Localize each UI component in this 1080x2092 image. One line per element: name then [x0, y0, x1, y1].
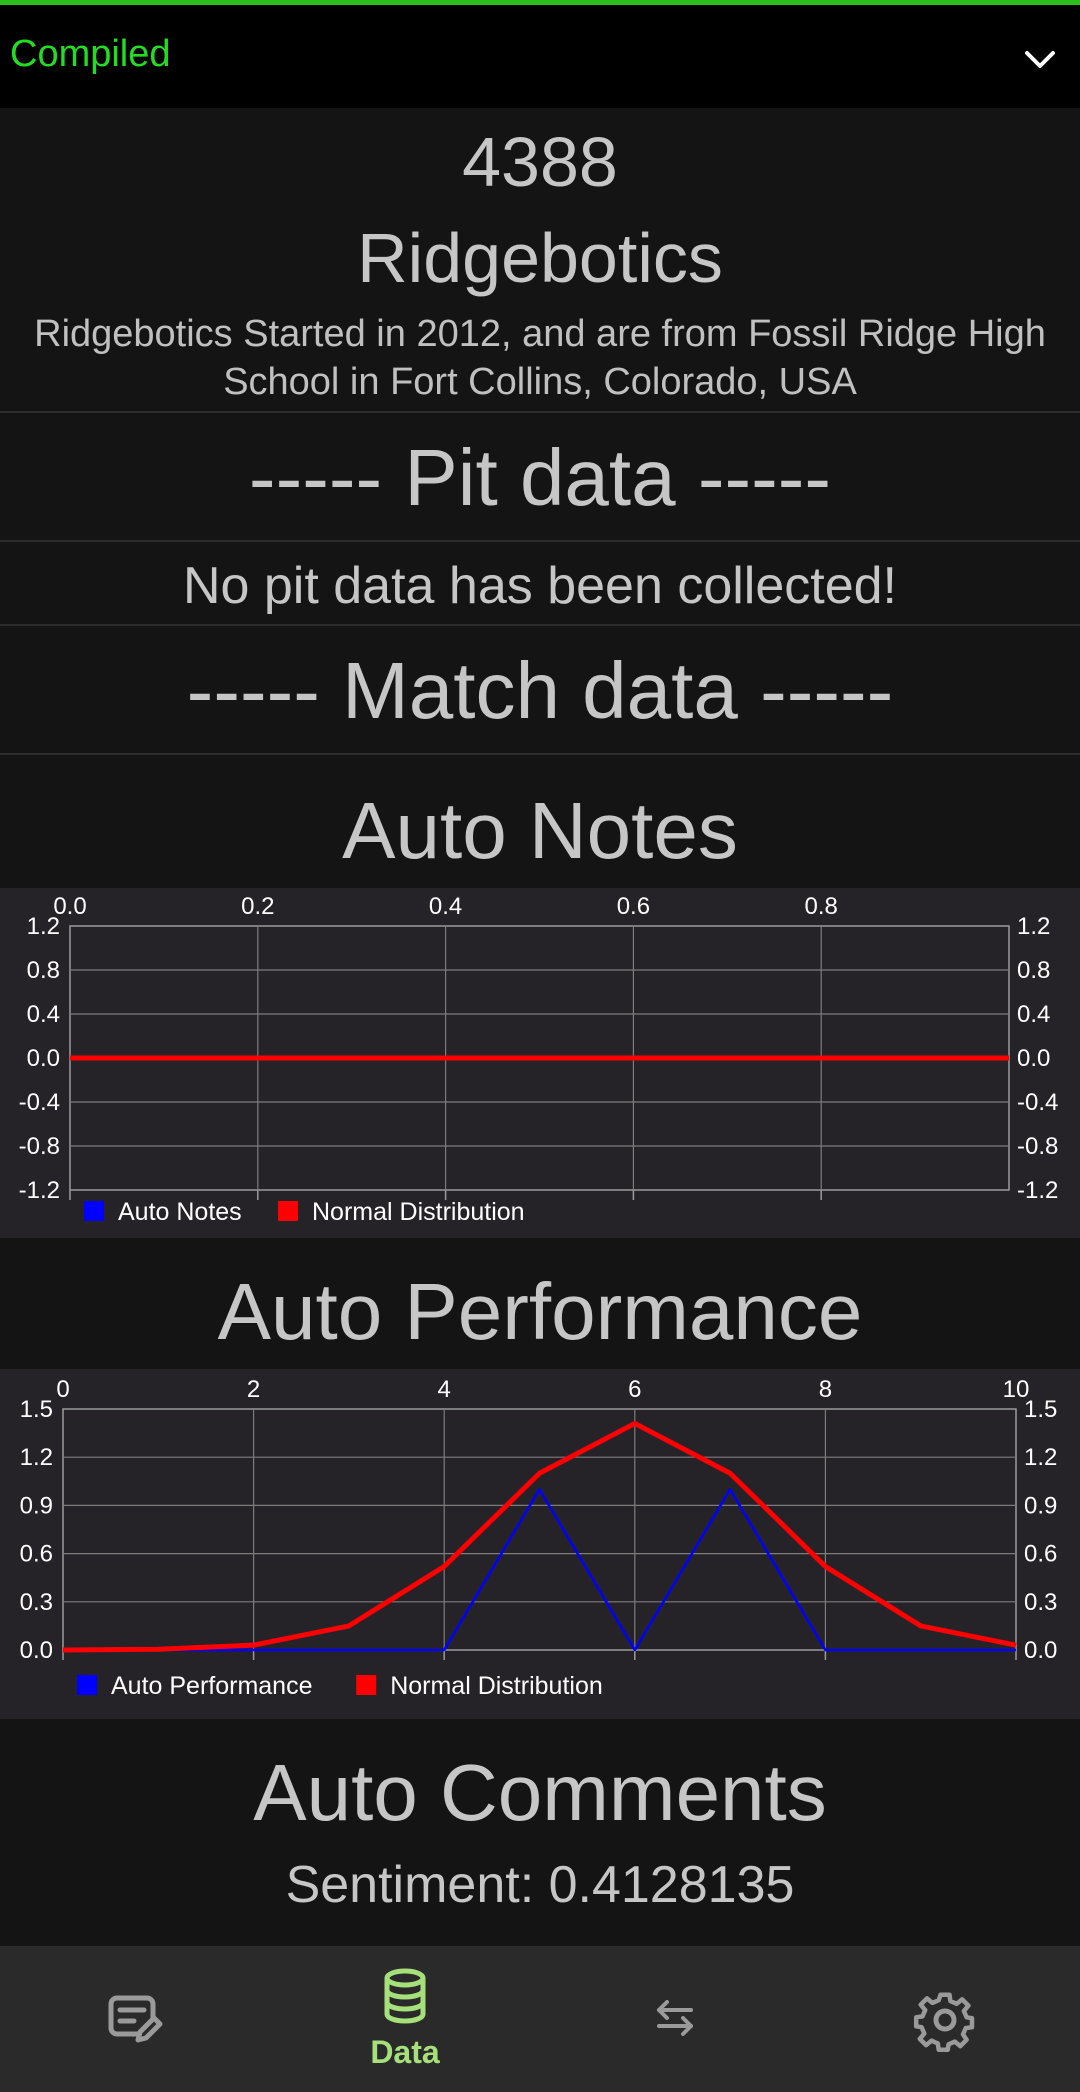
x-tick-label: 0.8 [805, 893, 838, 920]
y-tick-label-right: 1.5 [1024, 1396, 1057, 1423]
legend-label: Normal Distribution [390, 1672, 603, 1700]
y-tick-label-left: 1.5 [20, 1396, 53, 1423]
y-tick-label-left: 0.6 [20, 1541, 53, 1568]
series-line [62, 1420, 1017, 1653]
legend-label: Auto Performance [111, 1672, 313, 1700]
nav-item-scout[interactable] [0, 1946, 270, 2092]
x-tick-label: 8 [819, 1376, 832, 1403]
team-description: Ridgebotics Started in 2012, and are fro… [34, 313, 1046, 403]
x-tick-label: 4 [438, 1376, 451, 1403]
y-tick-label-left: 0.9 [20, 1492, 53, 1519]
auto-performance-title: Auto Performance [217, 1267, 863, 1356]
swap-arrows-icon [657, 2000, 693, 2036]
y-tick-label-left: 0.0 [27, 1045, 60, 1072]
legend-swatch [77, 1675, 97, 1695]
nav-label-data: Data [370, 2034, 440, 2070]
gear-icon [913, 1992, 975, 2052]
x-tick-label: 2 [247, 1376, 260, 1403]
y-tick-label-left: -1.2 [19, 1177, 60, 1204]
y-tick-label-left: 0.0 [20, 1637, 53, 1664]
x-tick-label: 10 [1003, 1376, 1030, 1403]
divider [0, 411, 1080, 413]
y-tick-label-right: 0.6 [1024, 1541, 1057, 1568]
y-tick-label-right: 0.0 [1024, 1637, 1057, 1664]
auto-notes-chart: 0.0 0.2 0.4 0.6 0.8 1.2 1.2 0.8 0.8 0.4 0.4 0.0 0.0 -… [0, 888, 1080, 1238]
x-tick-label: 0.2 [241, 893, 274, 920]
y-tick-label-right: -0.4 [1017, 1089, 1058, 1116]
legend-swatch [356, 1675, 377, 1695]
y-tick-label-left: 0.4 [27, 1001, 60, 1028]
y-tick-label-right: 0.8 [1017, 957, 1050, 984]
database-icon [384, 1968, 426, 2024]
team-number: 4388 [462, 123, 618, 201]
y-tick-label-left: 1.2 [20, 1444, 53, 1471]
match-data-header: ----- Match data ----- [186, 646, 894, 735]
legend-swatch [84, 1201, 104, 1221]
sentiment-value: Sentiment: 0.4128135 [285, 1856, 795, 1914]
divider [0, 753, 1080, 755]
pit-data-message: No pit data has been collected! [182, 557, 898, 615]
y-tick-label-right: 0.4 [1017, 1001, 1050, 1028]
team-name: Ridgebotics [357, 219, 723, 297]
divider [0, 624, 1080, 626]
x-tick-label: 0 [56, 1376, 69, 1403]
auto-performance-chart: 0 2 4 6 8 10 1.5 1.5 1.2 1.2 0.9 0.9 0.6 0.6 0.3 0.3 0.0… [0, 1369, 1080, 1719]
y-tick-label-left: -0.8 [19, 1133, 60, 1160]
chevron-down-icon[interactable] [1022, 41, 1058, 77]
y-tick-label-right: -0.8 [1017, 1133, 1058, 1160]
y-tick-label-left: 1.2 [27, 913, 60, 940]
y-tick-label-left: 0.8 [27, 957, 60, 984]
y-tick-label-right: 0.9 [1024, 1492, 1057, 1519]
pit-data-header: ----- Pit data ----- [248, 433, 832, 522]
y-tick-label-right: 0.3 [1024, 1589, 1057, 1616]
divider [0, 540, 1080, 542]
top-bar: Compiled [0, 0, 1080, 108]
legend-label: Auto Notes [118, 1198, 242, 1226]
x-tick-label: 0.4 [429, 893, 462, 920]
legend-label: Normal Distribution [312, 1198, 525, 1226]
y-tick-label-left: 0.3 [20, 1589, 53, 1616]
legend-swatch [278, 1201, 298, 1221]
plot-frame [62, 1408, 1017, 1651]
y-tick-label-right: -1.2 [1017, 1177, 1058, 1204]
y-tick-label-right: 0.0 [1017, 1045, 1050, 1072]
x-tick-label: 0.0 [53, 893, 86, 920]
x-tick-label: 0.6 [617, 893, 650, 920]
y-tick-label-right: 1.2 [1017, 913, 1050, 940]
auto-notes-chart-svg: 0.0 0.2 0.4 0.6 0.8 1.2 1.2 0.8 0.8 0.4 0.4 0.0 0.0 -… [19, 893, 1059, 1226]
nav-item-settings[interactable] [810, 1946, 1080, 2092]
edit-note-icon [108, 1995, 163, 2043]
bottom-navigation: Data [0, 1946, 1080, 2092]
y-tick-label-right: 1.2 [1024, 1444, 1057, 1471]
series-line [63, 1488, 1016, 1652]
auto-comments-title: Auto Comments [253, 1748, 827, 1837]
auto-notes-title: Auto Notes [342, 786, 738, 875]
compile-status: Compiled [10, 33, 171, 75]
nav-item-data[interactable]: Data [270, 1946, 540, 2092]
auto-performance-chart-svg: 0 2 4 6 8 101.5 1.51.2 1.20.9 0.90.6 0.60.3 0.30.0… [20, 1376, 1058, 1700]
x-tick-label: 6 [628, 1376, 641, 1403]
nav-item-transfer[interactable] [540, 1946, 810, 2092]
y-tick-label-left: -0.4 [19, 1089, 60, 1116]
